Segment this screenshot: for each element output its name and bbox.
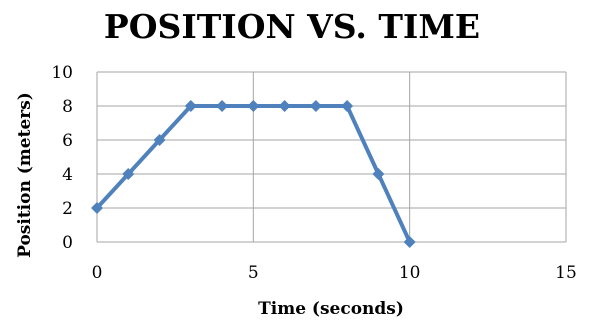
data-point-marker [372,168,385,180]
data-point-marker [341,100,354,112]
data-series [91,100,416,248]
data-point-marker [91,202,103,214]
chart-title: POSITION VS. TIME [104,7,480,46]
data-point-marker [216,100,229,112]
x-tick-label: 15 [555,263,577,283]
x-tick-label: 10 [399,263,421,283]
x-tick-label: 5 [248,263,259,283]
x-axis-label: Time (seconds) [258,299,404,319]
data-point-marker [309,100,322,112]
data-point-marker [184,100,197,112]
y-axis-label: Position (meters) [15,92,35,258]
data-point-marker [278,100,291,112]
data-point-marker [153,134,166,146]
y-tick-label: 2 [62,199,73,219]
y-tick-label: 6 [62,131,73,151]
gridlines [96,71,567,243]
tick-labels: 0 2 4 6 8 10 0 5 10 15 [51,63,576,283]
y-tick-label: 8 [62,97,73,117]
y-tick-label: 4 [62,165,73,185]
data-point-marker [122,168,135,180]
x-tick-label: 0 [92,263,103,283]
y-tick-label: 10 [51,63,73,83]
y-tick-label: 0 [62,233,73,253]
data-point-marker [247,100,260,112]
data-point-marker [403,236,416,248]
